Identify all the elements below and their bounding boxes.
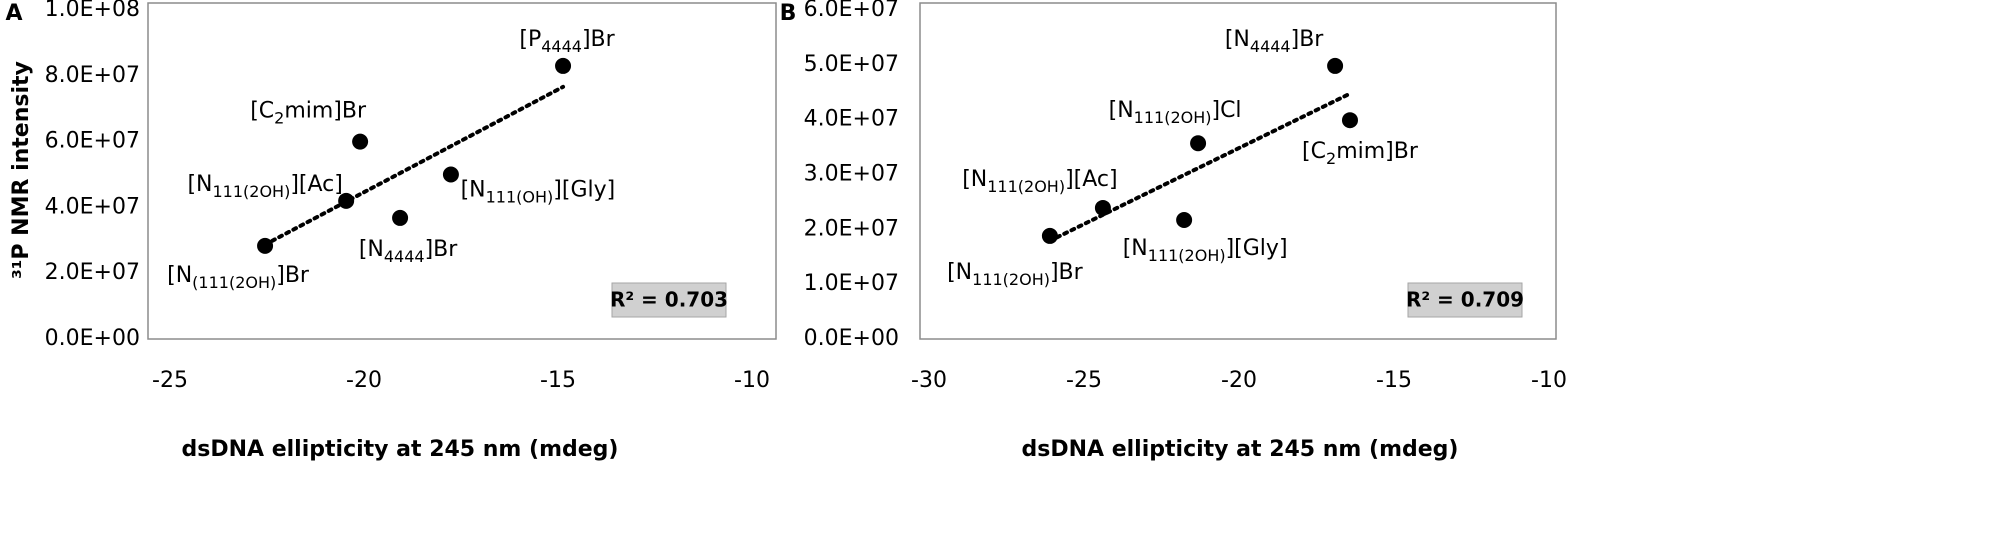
plot-frame — [147, 2, 777, 340]
y-tick-label: 4.0E+07 — [804, 107, 899, 132]
y-tick-label: 8.0E+07 — [45, 63, 140, 88]
point-label: [N111(2OH)][Gly] — [1123, 236, 1288, 264]
point-label: [N111(2OH)][Ac] — [962, 167, 1117, 196]
y-tick-label: 4.0E+07 — [45, 194, 140, 219]
x-tick-label: -20 — [346, 368, 382, 393]
y-tick-label: 0.0E+00 — [45, 326, 140, 351]
point-label: [N(111(2OH)]Br — [167, 263, 310, 292]
x-tick-label: -20 — [1221, 368, 1257, 393]
y-tick-label: 2.0E+07 — [804, 216, 899, 241]
point-label: [N111(2OH)]Br — [947, 260, 1084, 289]
x-tick-label: -15 — [540, 368, 576, 393]
point — [1041, 227, 1058, 244]
annotation: R² = 0.709 — [1406, 288, 1524, 312]
x-tick-label: -10 — [734, 368, 770, 393]
x-tick-label: -30 — [911, 368, 947, 393]
point-label: [N4444]Br — [1225, 27, 1324, 56]
y-tick-label: 0.0E+00 — [804, 326, 899, 351]
y-tick-label: 1.0E+08 — [45, 0, 140, 22]
y-axis-label: ³¹P NMR intensity — [9, 61, 34, 279]
y-tick-label: 6.0E+07 — [45, 129, 140, 154]
point — [1327, 57, 1344, 74]
x-axis-label: dsDNA ellipticity at 245 nm (mdeg) — [182, 437, 619, 462]
point — [1176, 212, 1193, 229]
point-label: [C2mim]Br — [250, 99, 367, 128]
y-tick-label: 3.0E+07 — [804, 162, 899, 187]
y-tick-label: 2.0E+07 — [45, 260, 140, 285]
x-tick-label: -10 — [1531, 368, 1567, 393]
y-tick-label: 1.0E+07 — [804, 271, 899, 296]
point — [1094, 199, 1111, 216]
point — [338, 192, 355, 209]
point — [1190, 135, 1207, 152]
annotation-box — [1407, 282, 1523, 318]
point — [392, 209, 409, 226]
y-tick-label: 6.0E+07 — [804, 0, 899, 22]
point-label: [N111(2OH)]Cl — [1109, 98, 1242, 127]
point — [442, 166, 459, 183]
trendline — [1047, 91, 1352, 243]
plot-frame — [919, 2, 1557, 340]
point-label: [N111(2OH)][Ac] — [187, 172, 342, 201]
y-tick-label: 5.0E+07 — [804, 52, 899, 77]
annotation: R² = 0.703 — [610, 288, 728, 312]
x-axis-label: dsDNA ellipticity at 245 nm (mdeg) — [1022, 437, 1459, 462]
point — [257, 237, 274, 254]
x-tick-label: -25 — [1066, 368, 1102, 393]
x-tick-label: -15 — [1376, 368, 1412, 393]
point-label: [C2mim]Br — [1302, 139, 1419, 168]
point-label: [N111(OH)][Gly] — [461, 178, 616, 207]
point — [1341, 112, 1358, 129]
panel-label: B — [780, 1, 797, 26]
point — [352, 133, 369, 150]
panel-label: A — [5, 1, 22, 26]
point-label: [N4444]Br — [359, 237, 458, 265]
point-label: [P4444]Br — [519, 27, 615, 56]
annotation-box — [611, 282, 727, 318]
trendline — [263, 84, 566, 247]
point — [555, 57, 572, 74]
x-tick-label: -25 — [152, 368, 188, 393]
